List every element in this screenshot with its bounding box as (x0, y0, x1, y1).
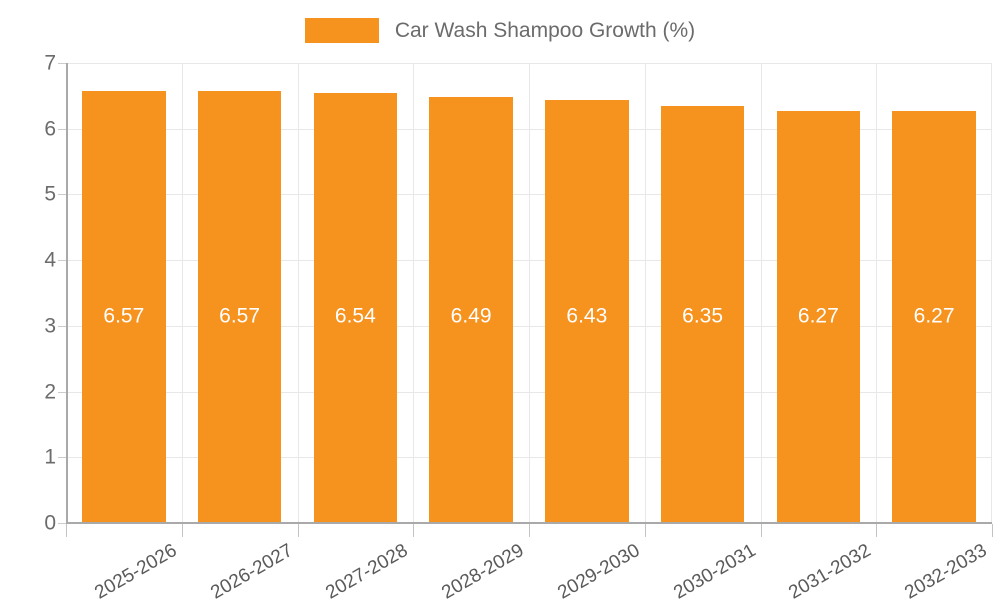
bar[interactable] (776, 110, 861, 523)
y-axis-ticks: 0 1 2 3 4 5 6 7 (0, 0, 67, 600)
y-axis-tick-label: 2 (44, 380, 56, 404)
y-axis-tick-mark (58, 523, 67, 524)
x-axis-tick-mark (182, 524, 183, 537)
bar-value-label: 6.57 (103, 304, 145, 328)
y-axis-tick-mark (58, 457, 67, 459)
x-axis-tick-label: 2028-2029 (438, 540, 528, 604)
y-axis-tick-label: 7 (44, 51, 56, 75)
bar-value-label: 6.27 (913, 304, 955, 328)
y-axis-tick-label: 4 (44, 248, 56, 272)
x-axis-tick-label: 2032-2033 (901, 540, 991, 604)
gridline-vertical (182, 63, 183, 523)
legend-label: Car Wash Shampoo Growth (%) (394, 18, 696, 42)
gridline-vertical (876, 63, 877, 523)
y-axis-tick-label: 6 (44, 117, 56, 141)
bar-value-label: 6.43 (566, 304, 608, 328)
y-axis-line (66, 63, 68, 524)
bar-value-label: 6.49 (450, 304, 492, 328)
x-axis-tick-mark (761, 524, 762, 537)
x-axis-tick-mark (529, 524, 530, 537)
y-axis-tick-label: 5 (44, 182, 56, 206)
bar-value-label: 6.35 (682, 304, 724, 328)
chart-legend: Car Wash Shampoo Growth (%) (0, 14, 1000, 46)
bar[interactable] (197, 91, 282, 523)
plot-right-border (991, 63, 992, 523)
x-axis-tick-label: 2029-2030 (554, 540, 644, 604)
y-axis-tick-mark (58, 128, 67, 130)
y-axis-tick-mark (58, 63, 67, 64)
x-axis-tick-mark (298, 524, 299, 537)
gridline-vertical (761, 63, 762, 523)
y-axis-tick-label: 3 (44, 314, 56, 338)
gridline-vertical (645, 63, 646, 523)
gridline-vertical (413, 63, 414, 523)
gridline-vertical (298, 63, 299, 523)
bar[interactable] (429, 96, 513, 523)
x-axis-tick-mark (645, 524, 646, 537)
bar-value-label: 6.54 (334, 304, 376, 328)
gridline-vertical (529, 63, 530, 523)
x-axis-tick-mark (876, 524, 877, 537)
y-axis-tick-mark (58, 391, 67, 393)
y-axis-tick-label: 0 (44, 511, 56, 535)
y-axis-tick-mark (58, 325, 67, 327)
x-axis-tick-mark (66, 524, 67, 537)
x-axis-tick-mark (992, 524, 993, 537)
bar-value-label: 6.27 (797, 304, 839, 328)
bar[interactable] (82, 91, 166, 523)
bar[interactable] (892, 110, 976, 523)
x-axis-tick-label: 2026-2027 (206, 540, 297, 604)
legend-color-swatch (304, 17, 379, 43)
x-axis-tick-mark (413, 524, 414, 537)
y-axis-tick-mark (58, 260, 67, 262)
x-axis-line (66, 522, 992, 524)
x-axis-tick-label: 2025-2026 (91, 540, 181, 604)
x-axis-tick-label: 2031-2032 (785, 540, 875, 604)
y-axis-tick-label: 1 (44, 445, 56, 469)
bar[interactable] (545, 100, 629, 523)
plot-area: 6.57 6.57 6.54 6.49 6.43 6.35 6.27 6.27 (66, 63, 992, 524)
x-axis-tick-label: 2030-2031 (669, 540, 760, 604)
x-axis-tick-label: 2027-2028 (322, 540, 412, 604)
plot-top-border (66, 63, 992, 64)
bar[interactable] (660, 105, 745, 523)
bar-value-label: 6.57 (219, 304, 261, 328)
bar[interactable] (313, 93, 398, 523)
y-axis-tick-mark (58, 194, 67, 196)
